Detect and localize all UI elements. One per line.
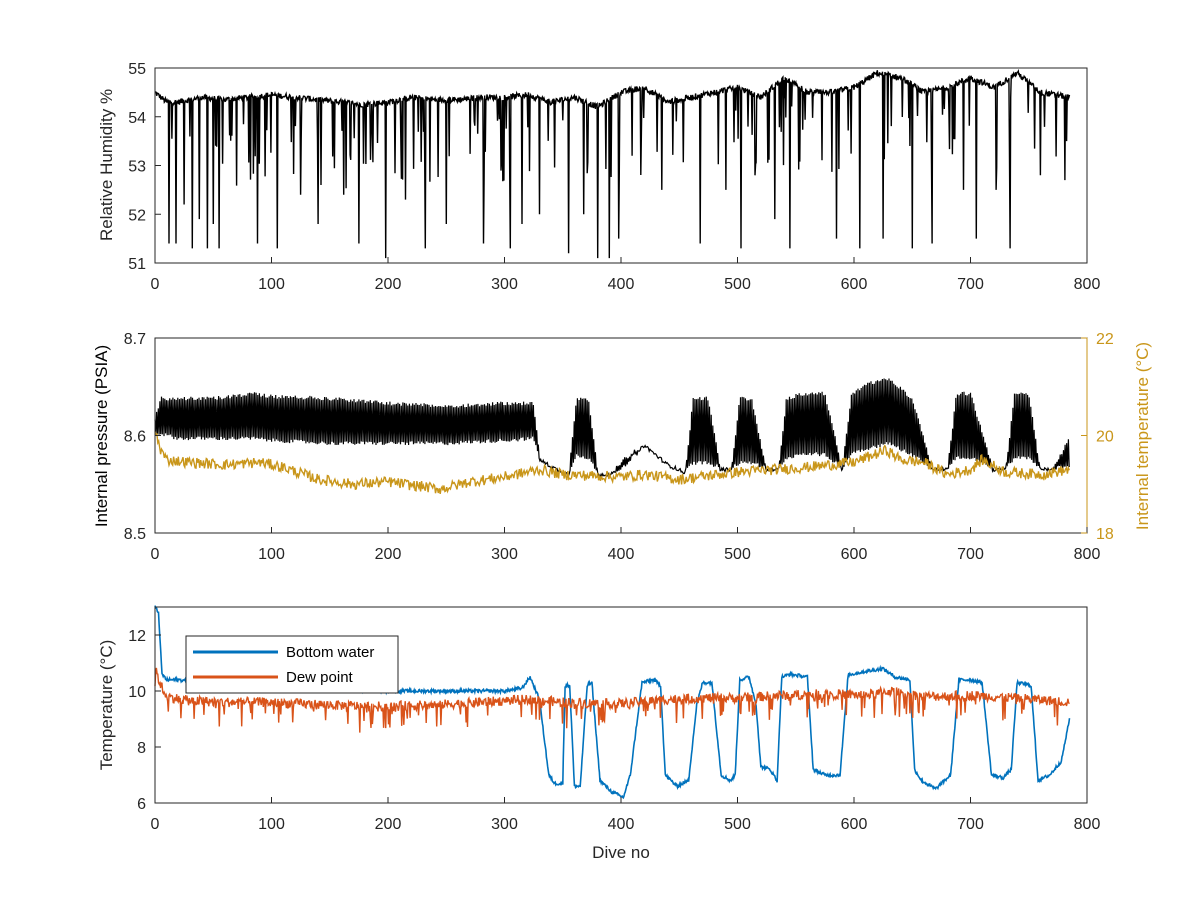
- x-tick-label: 700: [957, 546, 984, 563]
- y-tick-label: 54: [128, 110, 146, 127]
- x-tick-label: 600: [841, 546, 868, 563]
- humidity-line: [154, 68, 1071, 259]
- y-tick-label: 6: [137, 796, 146, 813]
- x-tick-label: 0: [151, 276, 160, 293]
- x-tick-label: 700: [957, 816, 984, 833]
- legend: Bottom water Dew point: [185, 635, 399, 694]
- x-tick-label: 100: [258, 546, 285, 563]
- x-tick-label: 500: [724, 546, 751, 563]
- x-tick-label: 500: [724, 276, 751, 293]
- internal-temperature-y-axis-label: Internal temperature (°C): [1133, 342, 1152, 530]
- humidity-series-group: [154, 68, 1071, 259]
- x-tick-label: 800: [1074, 546, 1101, 563]
- x-tick-label: 400: [608, 816, 635, 833]
- humidity-y-axis-label: Relative Humidity %: [97, 89, 116, 241]
- y-tick-label: 8: [137, 740, 146, 757]
- y-tick-label: 8.5: [124, 526, 146, 543]
- x-tick-label: 200: [375, 276, 402, 293]
- x-tick-label: 0: [151, 816, 160, 833]
- y-tick-label: 8.6: [124, 429, 146, 446]
- y-tick-label: 52: [128, 207, 146, 224]
- temperature-chart: 0 100 200 300 400 500 600 700 800 6 8 10 12 Tempera…: [97, 605, 1101, 862]
- x-tick-label: 300: [491, 816, 518, 833]
- humidity-chart: 0 100 200 300 400 500 600 700 800 51 52 53 54 55 Rel…: [97, 61, 1100, 293]
- y-tick-label: 10: [128, 684, 146, 701]
- y2-tick-label: 20: [1096, 429, 1114, 446]
- y-tick-label: 51: [128, 256, 146, 273]
- x-tick-label: 100: [258, 276, 285, 293]
- x-tick-label: 300: [491, 546, 518, 563]
- x-tick-label: 600: [841, 816, 868, 833]
- pressure-series-group: [154, 378, 1070, 495]
- x-axis-label: Dive no: [592, 843, 650, 862]
- pressure-y-axis-label: Internal pressure (PSIA): [92, 345, 111, 527]
- y-tick-label: 55: [128, 61, 146, 78]
- x-tick-label: 100: [258, 816, 285, 833]
- pressure-line: [154, 378, 1070, 478]
- pressure-chart: 0 100 200 300 400 500 600 700 800 8.5 8.6 8.7 18 20…: [92, 331, 1152, 563]
- y-tick-label: 12: [128, 628, 146, 645]
- x-tick-label: 400: [608, 546, 635, 563]
- x-tick-label: 600: [841, 276, 868, 293]
- humidity-plot-area: [155, 68, 1087, 263]
- x-tick-label: 400: [608, 276, 635, 293]
- temperature-y-axis-label: Temperature (°C): [97, 640, 116, 771]
- dew-point-line: [154, 667, 1070, 733]
- x-tick-label: 700: [957, 276, 984, 293]
- x-tick-label: 800: [1074, 276, 1101, 293]
- x-tick-label: 300: [491, 276, 518, 293]
- internal-temperature-line: [154, 431, 1070, 495]
- y2-tick-label: 18: [1096, 526, 1114, 543]
- x-tick-label: 0: [151, 546, 160, 563]
- legend-label-dew-point: Dew point: [286, 669, 354, 686]
- x-tick-label: 200: [375, 546, 402, 563]
- legend-box: [185, 635, 399, 694]
- x-tick-label: 800: [1074, 816, 1101, 833]
- legend-label-bottom-water: Bottom water: [286, 644, 374, 661]
- x-tick-label: 500: [724, 816, 751, 833]
- y-tick-label: 8.7: [124, 331, 146, 348]
- y2-tick-label: 22: [1096, 331, 1114, 348]
- x-tick-label: 200: [375, 816, 402, 833]
- y-tick-label: 53: [128, 159, 146, 176]
